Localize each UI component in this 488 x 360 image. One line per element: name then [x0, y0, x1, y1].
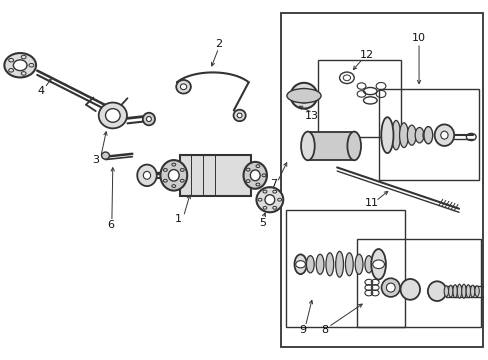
Ellipse shape [306, 256, 314, 273]
Ellipse shape [243, 162, 266, 189]
Ellipse shape [400, 279, 419, 300]
Ellipse shape [447, 285, 452, 297]
Ellipse shape [440, 131, 447, 139]
Ellipse shape [250, 170, 260, 181]
Bar [317, 60, 400, 137]
Ellipse shape [176, 80, 190, 94]
Text: 2: 2 [215, 40, 222, 49]
Ellipse shape [346, 132, 360, 160]
Ellipse shape [301, 132, 314, 160]
Text: 10: 10 [411, 33, 425, 43]
Ellipse shape [443, 286, 447, 297]
Ellipse shape [264, 195, 274, 205]
Ellipse shape [160, 160, 187, 190]
Ellipse shape [297, 89, 309, 103]
Ellipse shape [325, 253, 333, 276]
Ellipse shape [146, 117, 151, 122]
Ellipse shape [370, 249, 385, 279]
Ellipse shape [386, 283, 394, 292]
Ellipse shape [290, 83, 317, 109]
Bar [281, 13, 483, 347]
Ellipse shape [180, 84, 186, 90]
Ellipse shape [142, 113, 155, 125]
Circle shape [295, 261, 305, 268]
Ellipse shape [4, 53, 36, 77]
Ellipse shape [381, 278, 399, 297]
Ellipse shape [316, 254, 324, 274]
Bar [180, 155, 250, 196]
Ellipse shape [465, 285, 469, 298]
Ellipse shape [474, 286, 478, 297]
Text: 3: 3 [92, 155, 99, 165]
Ellipse shape [423, 127, 432, 144]
Ellipse shape [13, 60, 27, 71]
Ellipse shape [381, 117, 393, 153]
Ellipse shape [286, 89, 321, 103]
Text: 13: 13 [304, 111, 318, 121]
Ellipse shape [345, 253, 352, 276]
Text: 8: 8 [321, 325, 328, 335]
Ellipse shape [105, 109, 120, 122]
Ellipse shape [233, 110, 245, 121]
Ellipse shape [143, 171, 150, 179]
Ellipse shape [456, 284, 461, 298]
Ellipse shape [469, 285, 474, 297]
Text: 5: 5 [259, 218, 266, 228]
Bar [285, 211, 405, 327]
Ellipse shape [461, 284, 465, 298]
Bar [378, 89, 478, 180]
Ellipse shape [335, 251, 343, 277]
Ellipse shape [237, 113, 242, 118]
Ellipse shape [399, 123, 407, 148]
Text: 1: 1 [175, 215, 182, 224]
Ellipse shape [414, 127, 423, 143]
Text: 9: 9 [299, 325, 306, 335]
Ellipse shape [422, 130, 431, 140]
Text: 11: 11 [365, 198, 379, 208]
Circle shape [372, 260, 384, 269]
Ellipse shape [383, 118, 392, 152]
Ellipse shape [137, 165, 157, 186]
Text: 7: 7 [270, 179, 277, 189]
Ellipse shape [364, 256, 372, 273]
Ellipse shape [294, 255, 306, 274]
Ellipse shape [354, 254, 362, 274]
Bar [356, 239, 480, 327]
Ellipse shape [99, 103, 127, 129]
Bar [307, 132, 353, 160]
Text: 12: 12 [359, 50, 373, 60]
Ellipse shape [452, 285, 456, 298]
Text: 4: 4 [38, 86, 44, 96]
Text: 6: 6 [107, 220, 114, 230]
Ellipse shape [102, 152, 109, 159]
Ellipse shape [168, 170, 179, 181]
Ellipse shape [391, 121, 400, 150]
Ellipse shape [407, 125, 415, 145]
Ellipse shape [434, 125, 453, 146]
Ellipse shape [427, 281, 446, 301]
Ellipse shape [256, 187, 283, 212]
